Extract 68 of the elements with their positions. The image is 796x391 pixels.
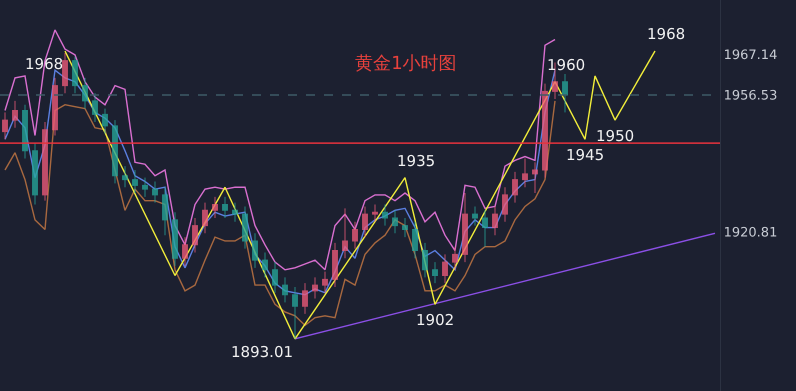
- candlestick: [332, 242, 338, 288]
- candlestick: [322, 271, 328, 294]
- candlestick: [252, 232, 258, 268]
- candlestick: [182, 236, 188, 266]
- candlestick: [82, 77, 88, 110]
- y-tick-label: 1920.81: [724, 226, 778, 241]
- y-tick-label: 1967.14: [724, 48, 778, 63]
- candlestick: [12, 100, 18, 128]
- candlestick: [382, 204, 388, 226]
- candlestick: [362, 206, 368, 238]
- candlestick: [342, 208, 348, 259]
- candlestick: [102, 108, 108, 134]
- candlestick: [62, 52, 68, 94]
- candlestick: [302, 282, 308, 314]
- candlestick: [482, 210, 488, 248]
- candlestick: [192, 217, 198, 253]
- candlestick: [222, 196, 228, 218]
- candlestick: [162, 186, 168, 236]
- candlestick: [372, 204, 378, 222]
- candlestick: [492, 206, 498, 236]
- candlestick: [52, 77, 58, 136]
- candlestick: [352, 221, 358, 250]
- candlestick: [282, 276, 288, 303]
- line-series: [4, 100, 556, 326]
- candlestick: [262, 252, 268, 278]
- candlestick: [142, 177, 148, 198]
- candlestick: [72, 56, 78, 94]
- candlestick: [422, 242, 428, 278]
- text: 黄金1小时图: [355, 52, 457, 74]
- candlestick: [472, 206, 478, 226]
- candlestick: [112, 120, 118, 184]
- candlestick: [412, 221, 418, 259]
- line-series: [64, 50, 656, 340]
- candlestick: [242, 206, 248, 250]
- candlestick: [442, 254, 448, 284]
- candlestick: [122, 166, 128, 188]
- candlestick: [312, 276, 318, 300]
- candlestick: [132, 169, 138, 194]
- candlestick: [432, 262, 438, 284]
- data-label: 1968: [647, 25, 686, 43]
- candlestick: [522, 158, 528, 188]
- y-tick-label: 1956.53: [724, 88, 778, 104]
- candlestick: [452, 246, 458, 270]
- candlestick: [292, 286, 298, 340]
- candlestick: [32, 142, 38, 206]
- candlestick: [272, 262, 278, 294]
- candlestick: [502, 186, 508, 222]
- candlestick: [402, 217, 408, 238]
- data-label: 1950: [596, 127, 634, 145]
- candlestick: [462, 192, 468, 263]
- candlestick: [172, 212, 178, 266]
- candlestick: [232, 202, 238, 222]
- candlestick: [562, 74, 568, 113]
- candlestick: [392, 210, 398, 234]
- candlestick: [92, 92, 98, 123]
- candlestick: [202, 202, 208, 234]
- data-label: 1902: [416, 311, 454, 329]
- candlestick: [42, 122, 48, 202]
- candlestick: [22, 104, 28, 159]
- candlestick: [2, 112, 8, 140]
- data-label: 1893.01: [231, 343, 294, 361]
- candlestick: [152, 180, 158, 204]
- candlestick: [532, 162, 538, 194]
- candlestick: [542, 83, 548, 178]
- candlestick: [512, 171, 518, 204]
- data-label: 1945: [566, 146, 604, 164]
- data-label: 1935: [397, 152, 436, 170]
- candlestick: [212, 196, 218, 218]
